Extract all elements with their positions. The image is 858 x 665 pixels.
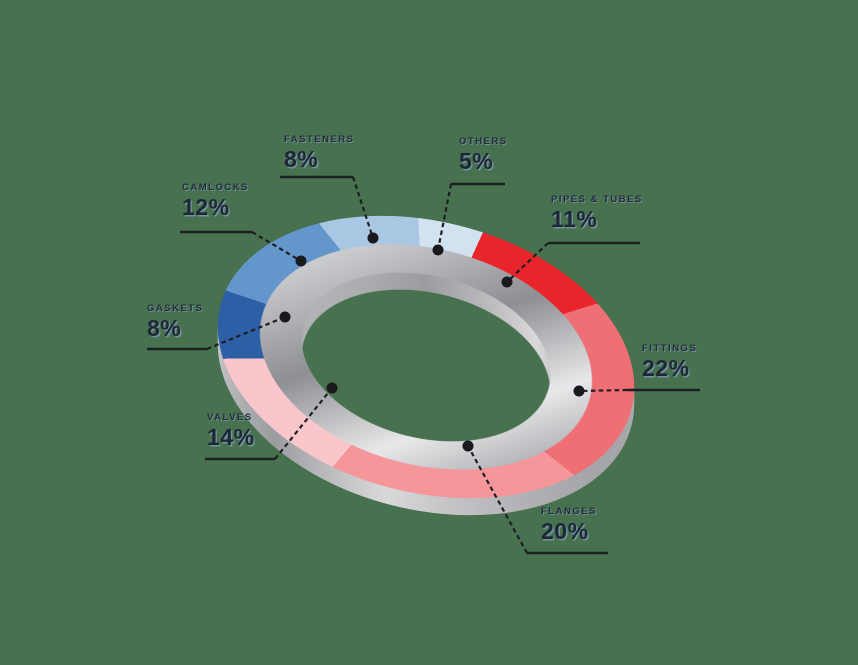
segment-label: FASTENERS	[284, 134, 355, 145]
segment-value: 12%	[182, 194, 230, 220]
callout-flanges: FLANGES 20%	[541, 506, 597, 545]
segment-value: 8%	[284, 146, 319, 172]
callout-pipes-tubes: PIPES & TUBES 11%	[551, 194, 643, 233]
callout-others: OTHERS 5%	[459, 136, 508, 175]
segment-value: 20%	[541, 518, 589, 544]
segment-label: CAMLOCKS	[182, 182, 249, 193]
segment-value: 22%	[642, 355, 690, 381]
callout-fasteners: FASTENERS 8%	[284, 134, 355, 173]
segment-label: GASKETS	[147, 303, 204, 314]
segment-value: 8%	[147, 315, 182, 341]
callout-valves: VALVES 14%	[207, 412, 255, 451]
callout-gaskets: GASKETS 8%	[147, 303, 203, 342]
callout-camlocks: CAMLOCKS 12%	[182, 182, 249, 221]
callout-fittings: FITTINGS 22%	[642, 343, 697, 382]
segment-label: VALVES	[207, 412, 253, 423]
segment-value: 11%	[551, 206, 598, 232]
segment-value: 14%	[207, 424, 255, 450]
segment-label: FLANGES	[541, 506, 597, 517]
segment-label: FITTINGS	[642, 343, 698, 354]
segment-value: 5%	[459, 148, 494, 174]
segment-label: OTHERS	[459, 136, 508, 147]
segment-label: PIPES & TUBES	[551, 194, 643, 205]
